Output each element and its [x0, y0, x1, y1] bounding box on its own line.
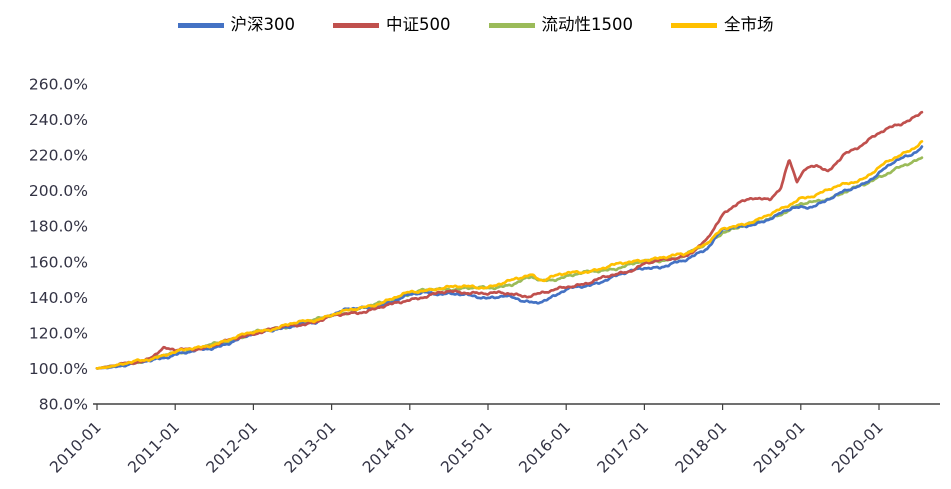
series-line-1 — [95, 110, 924, 370]
x-tick-label: 2019-01 — [750, 418, 809, 477]
y-tick-label: 200.0% — [29, 182, 88, 200]
series-line-0 — [95, 145, 924, 370]
y-tick-label: 100.0% — [29, 360, 88, 378]
x-tick-label: 2020-01 — [828, 418, 887, 477]
x-tick-label: 2013-01 — [281, 418, 340, 477]
x-tick-label: 2010-01 — [46, 418, 105, 477]
legend-item-0: 沪深300 — [177, 15, 296, 35]
x-tick-label: 2015-01 — [437, 418, 496, 477]
y-tick-label: 80.0% — [39, 396, 88, 414]
legend-label: 全市场 — [724, 15, 774, 35]
y-tick-label: 160.0% — [29, 253, 88, 271]
x-tick-label: 2011-01 — [125, 418, 184, 477]
legend-line-marker — [671, 23, 717, 28]
legend-item-2: 流动性1500 — [488, 15, 634, 35]
series-line-2 — [95, 156, 924, 370]
x-tick-label: 2017-01 — [594, 418, 653, 477]
y-tick-label: 260.0% — [29, 76, 88, 94]
x-tick-label: 2012-01 — [203, 418, 262, 477]
y-tick-label: 140.0% — [29, 289, 88, 307]
y-tick-label: 240.0% — [29, 111, 88, 129]
legend-label: 沪深300 — [230, 15, 296, 35]
legend-line-marker — [333, 23, 379, 28]
x-tick-label: 2014-01 — [359, 418, 418, 477]
legend-label: 中证500 — [386, 15, 451, 35]
y-tick-label: 180.0% — [29, 218, 88, 236]
series-line-3 — [95, 140, 924, 370]
y-tick-label: 120.0% — [29, 324, 88, 342]
chart-legend: 沪深300 中证500 流动性1500 全市场 — [0, 0, 951, 45]
legend-label: 流动性1500 — [541, 15, 634, 35]
legend-item-1: 中证500 — [333, 17, 451, 34]
x-tick-label: 2016-01 — [516, 418, 575, 477]
plot-area: 80.0% 100.0% 120.0% 140.0% 160.0% 180.0% 200.0… — [0, 45, 951, 489]
chart-svg: 80.0% 100.0% 120.0% 140.0% 160.0% 180.0% 200.0… — [29, 76, 940, 477]
legend-line-marker — [177, 23, 224, 28]
legend-item-3: 全市场 — [671, 17, 774, 34]
legend-line-marker — [488, 23, 535, 28]
x-tick-label: 2018-01 — [672, 418, 731, 477]
y-tick-label: 220.0% — [29, 147, 88, 165]
